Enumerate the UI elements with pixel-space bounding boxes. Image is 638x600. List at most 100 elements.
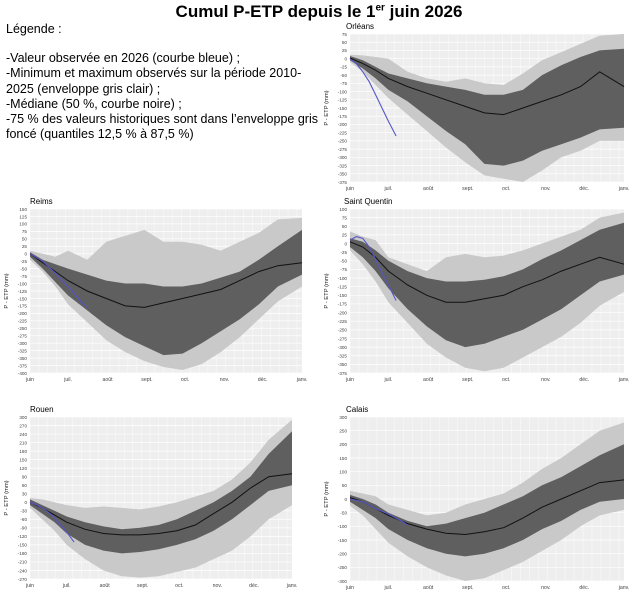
chart-calais: 300 250 200 150 100 50 0 -50 -100 -150 -200 -250 -30… — [324, 415, 630, 591]
series-quantile-envelope — [30, 229, 302, 356]
y-tick-label: -100 — [338, 276, 348, 281]
x-tick-label: janv. — [618, 585, 630, 591]
y-tick-label: -125 — [338, 284, 348, 289]
x-tick-label: août — [102, 377, 113, 383]
y-tick-label: -75 — [340, 81, 347, 86]
y-tick-label: -375 — [338, 180, 348, 185]
y-tick-label: 180 — [19, 449, 27, 454]
y-tick-label: 0 — [344, 241, 347, 246]
title-superscript: er — [375, 2, 385, 14]
series-observed-line — [349, 58, 397, 137]
y-tick-label: -325 — [338, 163, 348, 168]
y-tick-label: 75 — [342, 32, 348, 37]
x-tick-label: sept. — [462, 377, 473, 383]
chart-title-calais: Calais — [346, 405, 369, 414]
x-tick-label: oct. — [502, 377, 510, 383]
x-tick-label: sept. — [462, 186, 473, 192]
y-tick-label: 240 — [19, 432, 27, 437]
y-tick-label: 30 — [22, 492, 28, 497]
y-tick-label: -300 — [18, 341, 28, 346]
y-tick-label: 50 — [342, 483, 348, 488]
y-tick-label: -90 — [20, 526, 27, 531]
x-tick-label: juin — [345, 585, 354, 591]
series-observed-line — [29, 501, 75, 543]
y-tick-label: -300 — [338, 579, 348, 584]
x-tick-label: déc. — [258, 377, 268, 383]
y-tick-label: 0 — [344, 56, 347, 61]
series-median-line — [29, 253, 303, 308]
y-tick-label: -225 — [338, 130, 348, 135]
y-tick-label: 60 — [22, 483, 28, 488]
y-tick-label: -250 — [18, 326, 28, 331]
x-tick-label: juin — [25, 583, 34, 589]
x-tick-label: nov. — [220, 377, 229, 383]
chart-title-saint-quentin: Saint Quentin — [344, 197, 393, 206]
x-tick-label: nov. — [213, 583, 222, 589]
y-tick-label: -150 — [338, 538, 348, 543]
legend-item-median: -Médiane (50 %, courbe noire) ; — [6, 96, 182, 111]
y-axis-label: P - ETP (mm) — [324, 90, 330, 125]
y-axis-label: P - ETP (mm) — [324, 481, 330, 516]
y-tick-label: -180 — [18, 551, 28, 556]
chart-saint-quentin: 100 75 50 25 0 -25 -50 -75 -100 -125 -150 -175 -200 -… — [324, 207, 630, 383]
chart-panel-orleans: Orléans 75 50 25 0 -25 -50 -75 -100 -125 -150 -175… — [312, 22, 632, 198]
y-axis-label: P - ETP (mm) — [324, 273, 330, 308]
y-tick-label: 200 — [339, 442, 347, 447]
y-tick-label: -100 — [18, 281, 28, 286]
chart-panel-saint-quentin: Saint Quentin 100 75 50 25 0 -25 -50 -75 -100 -12… — [312, 197, 632, 389]
y-tick-label: -275 — [338, 147, 348, 152]
legend-item-observed: -Valeur observée en 2026 (courbe bleue) … — [6, 51, 240, 66]
y-tick-label: -50 — [340, 510, 347, 515]
x-tick-label: juin — [25, 377, 34, 383]
x-tick-label: août — [100, 583, 111, 589]
y-tick-label: -50 — [20, 266, 27, 271]
x-tick-label: oct. — [175, 583, 183, 589]
y-tick-label: 75 — [22, 229, 28, 234]
y-tick-label: 25 — [22, 244, 28, 249]
series-observed-line — [349, 498, 408, 526]
y-tick-label: -60 — [20, 517, 27, 522]
y-tick-label: -125 — [18, 289, 28, 294]
y-tick-label: 300 — [339, 415, 347, 420]
y-tick-label: 50 — [342, 224, 348, 229]
y-tick-label: -200 — [338, 122, 348, 127]
legend-heading: Légende : — [6, 22, 62, 36]
y-tick-label: -25 — [340, 65, 347, 70]
series-median-line — [29, 473, 293, 536]
series-observed-line — [29, 253, 88, 308]
x-tick-label: janv. — [618, 377, 630, 383]
x-tick-label: nov. — [541, 377, 550, 383]
x-tick-label: juin — [345, 377, 354, 383]
y-tick-label: -375 — [18, 363, 28, 368]
series-observed-line — [349, 236, 397, 301]
x-tick-label: juil. — [62, 583, 71, 589]
chart-panel-rouen: Rouen 300 270 240 210 180 150 120 90 60 30 0 -30 -60… — [0, 405, 300, 595]
y-tick-label: -150 — [18, 296, 28, 301]
y-tick-label: 100 — [339, 469, 347, 474]
x-tick-label: juil. — [63, 377, 72, 383]
chart-rouen: 3002702402101801501209060300-30-60-90-12… — [4, 415, 297, 589]
y-tick-label: -225 — [338, 319, 348, 324]
x-tick-label: déc. — [579, 377, 589, 383]
y-tick-label: 300 — [19, 415, 27, 420]
chart-orleans: 75 50 25 0 -25 -50 -75 -100 -125 -150 -175 -200 -225… — [324, 32, 629, 192]
y-tick-label: -240 — [18, 568, 28, 573]
y-tick-label: -270 — [18, 577, 28, 582]
page-title: Cumul P-ETP depuis le 1er juin 2026 — [175, 2, 463, 21]
y-tick-label: 270 — [19, 423, 27, 428]
chart-panel-calais: Calais 300 250 200 150 100 50 0 -50 -100 -150 -200… — [312, 405, 632, 597]
y-tick-label: 25 — [342, 48, 348, 53]
y-tick-label: -375 — [338, 371, 348, 376]
y-tick-label: -275 — [338, 336, 348, 341]
y-tick-label: -175 — [338, 114, 348, 119]
y-tick-label: -150 — [338, 293, 348, 298]
x-tick-label: août — [423, 585, 434, 591]
series-quantile-envelope — [350, 222, 624, 348]
y-tick-label: -100 — [338, 524, 348, 529]
y-tick-label: -210 — [18, 560, 28, 565]
y-tick-label: -75 — [340, 267, 347, 272]
y-tick-label: -150 — [338, 106, 348, 111]
y-tick-label: -400 — [18, 371, 28, 376]
y-tick-label: 100 — [339, 207, 347, 212]
x-tick-label: juil. — [384, 377, 393, 383]
